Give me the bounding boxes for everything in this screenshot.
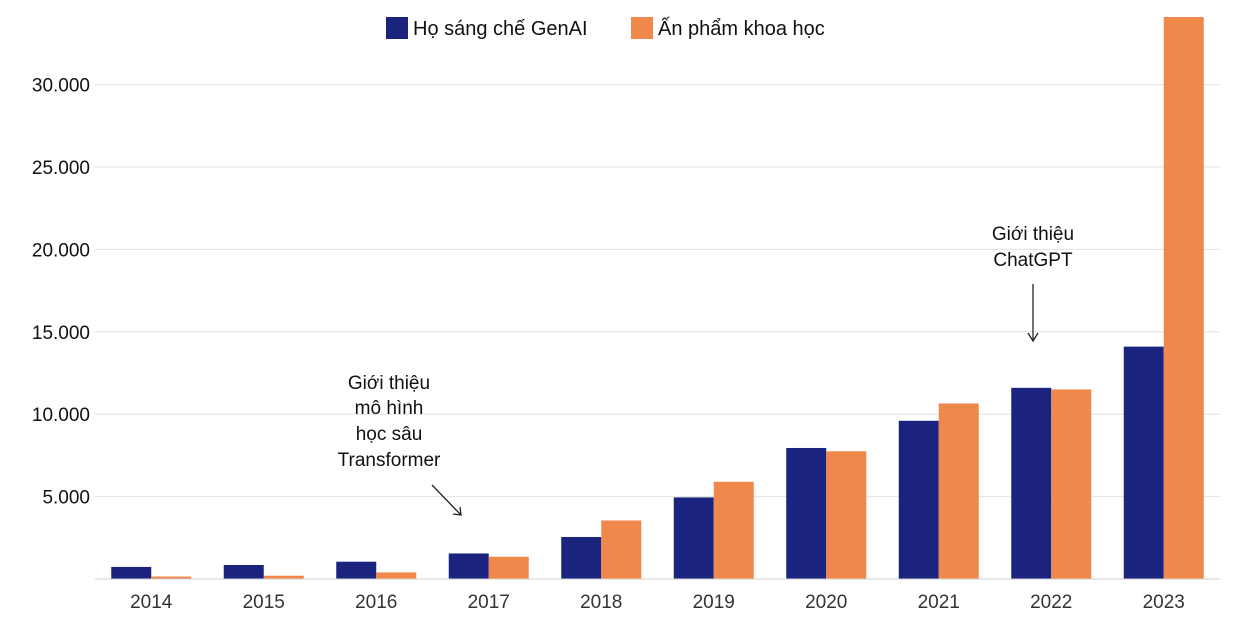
bar-publications-2015: [263, 575, 304, 579]
y-tick-label: 30.000: [32, 76, 90, 97]
y-tick-label: 20.000: [32, 240, 90, 261]
annotation-transformer-line-3: học sâu: [356, 424, 423, 445]
bar-genai-2014: [111, 566, 152, 579]
bar-publications-2016: [376, 572, 417, 579]
x-tick-label: 2020: [805, 592, 847, 613]
annotation-transformer: Giới thiệu mô hình học sâu Transformer: [338, 373, 462, 516]
bar-genai-2020: [786, 447, 827, 579]
bar-publications-2020: [826, 451, 867, 579]
bar-publications-2021: [938, 403, 979, 579]
bar-publications-2014: [151, 576, 192, 579]
bar-publications-2019: [713, 481, 754, 579]
bar-publications-2018: [601, 520, 642, 579]
bar-publications-2017: [488, 556, 529, 579]
bar-genai-2017: [448, 553, 489, 579]
legend-label-genai: Họ sáng chế GenAI: [413, 18, 588, 40]
bar-genai-2016: [336, 561, 377, 579]
bar-publications-2023: [1163, 17, 1204, 579]
x-tick-label: 2023: [1143, 592, 1185, 613]
y-axis-ticks: 5.000 10.000 15.000 20.000 25.000 30.000: [32, 76, 90, 509]
legend: Họ sáng chế GenAI Ấn phẩm khoa học: [386, 17, 825, 40]
legend-swatch-genai: [386, 17, 408, 39]
legend-swatch-publications: [631, 17, 653, 39]
bar-genai-2021: [898, 420, 939, 579]
x-tick-label: 2019: [693, 592, 735, 613]
y-tick-label: 25.000: [32, 158, 90, 179]
x-tick-label: 2015: [243, 592, 285, 613]
x-tick-label: 2018: [580, 592, 622, 613]
annotation-chatgpt-arrow: [1027, 284, 1039, 343]
bar-genai-2023: [1123, 346, 1164, 579]
bars: [111, 17, 1204, 579]
bar-genai-2018: [561, 536, 602, 579]
bar-genai-2022: [1011, 387, 1052, 579]
annotation-transformer-arrow: [431, 484, 462, 516]
y-tick-label: 10.000: [32, 405, 90, 426]
annotation-transformer-line-1: Giới thiệu: [348, 373, 430, 394]
annotation-transformer-line-4: Transformer: [338, 450, 441, 471]
x-tick-label: 2022: [1030, 592, 1072, 613]
annotation-chatgpt: Giới thiệu ChatGPT: [992, 224, 1074, 343]
x-tick-label: 2021: [918, 592, 960, 613]
bar-publications-2022: [1051, 389, 1092, 579]
legend-label-publications: Ấn phẩm khoa học: [658, 17, 825, 40]
x-tick-label: 2014: [130, 592, 173, 613]
annotation-transformer-line-2: mô hình: [355, 398, 424, 419]
annotation-chatgpt-line-2: ChatGPT: [993, 250, 1073, 271]
y-tick-label: 15.000: [32, 323, 90, 344]
bar-genai-2015: [223, 564, 264, 579]
bar-genai-2019: [673, 497, 714, 579]
x-tick-label: 2016: [355, 592, 397, 613]
y-tick-label: 5.000: [42, 488, 90, 509]
x-tick-label: 2017: [468, 592, 510, 613]
x-axis-ticks: 2014 2015 2016 2017 2018 2019 2020 2021 2022 2023: [130, 592, 1185, 613]
annotation-chatgpt-line-1: Giới thiệu: [992, 224, 1074, 245]
